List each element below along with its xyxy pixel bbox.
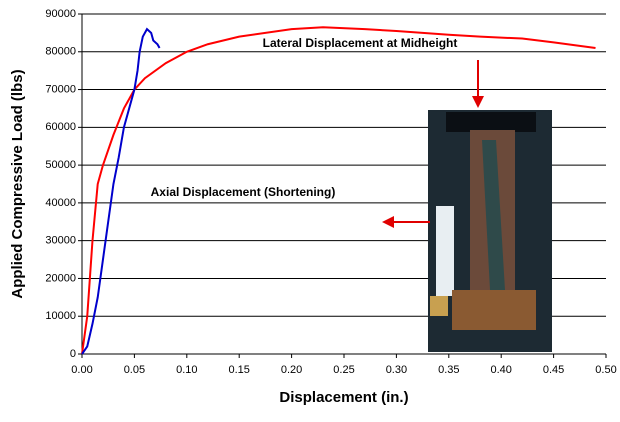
chart: Lateral Displacement at Midheight Axial … [0, 0, 620, 417]
data-line [82, 29, 160, 354]
specimen-photo [428, 110, 552, 352]
x-tick-label: 0.50 [595, 364, 616, 376]
y-axis-title: Applied Compressive Load (lbs) [9, 69, 26, 298]
x-tick-label: 0.35 [438, 364, 459, 376]
y-tick-label: 70000 [45, 83, 76, 95]
x-tick-label: 0.30 [386, 364, 407, 376]
x-tick-label: 0.15 [228, 364, 249, 376]
y-tick-label: 80000 [45, 46, 76, 58]
x-tick-label: 0.10 [176, 364, 197, 376]
y-tick-label: 0 [70, 348, 76, 360]
y-tick-label: 30000 [45, 235, 76, 247]
y-tick-label: 10000 [45, 310, 76, 322]
x-tick-label: 0.25 [333, 364, 354, 376]
x-axis-title: Displacement (in.) [279, 389, 408, 406]
x-tick-label: 0.05 [124, 364, 145, 376]
y-tick-label: 20000 [45, 272, 76, 284]
x-tick-label: 0.20 [281, 364, 302, 376]
x-tick-label: 0.00 [71, 364, 92, 376]
y-tick-label: 90000 [45, 8, 76, 20]
y-tick-label: 60000 [45, 121, 76, 133]
x-tick-label: 0.40 [490, 364, 511, 376]
annotation: Lateral Displacement at Midheight [263, 36, 458, 50]
x-tick-label: 0.45 [543, 364, 564, 376]
y-tick-label: 40000 [45, 197, 76, 209]
annotation: Axial Displacement (Shortening) [151, 185, 336, 199]
y-tick-label: 50000 [45, 159, 76, 171]
